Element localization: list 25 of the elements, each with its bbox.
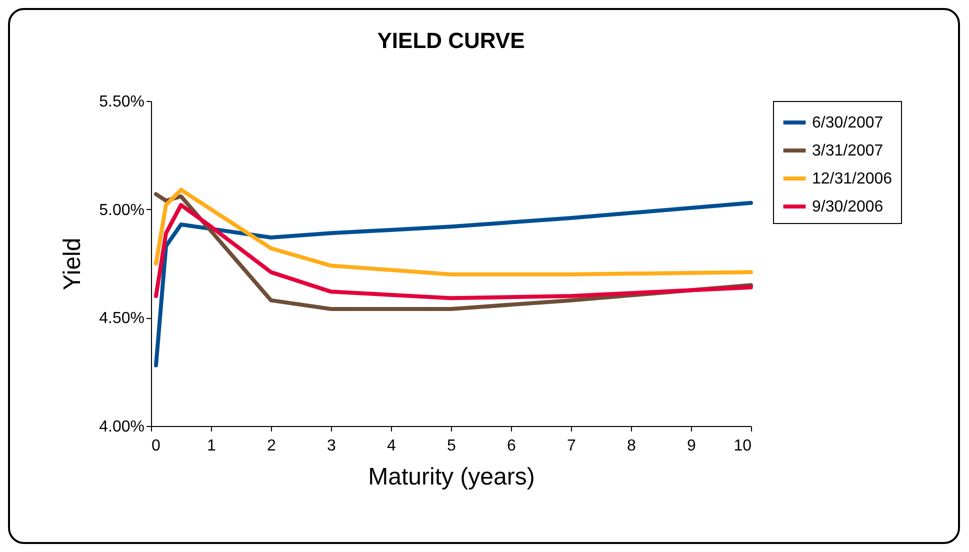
legend-label: 3/31/2007 — [812, 142, 884, 160]
x-tick-label: 4 — [387, 438, 396, 454]
legend-label: 9/30/2006 — [812, 198, 884, 216]
x-tick-label: 10 — [734, 438, 752, 454]
x-tick-label: 5 — [447, 438, 456, 454]
y-tick-label: 4.00% — [99, 418, 144, 436]
legend-label: 12/31/2006 — [812, 170, 892, 188]
x-axis-title: Maturity (years) — [368, 464, 535, 490]
line-series — [154, 203, 753, 300]
line-series — [154, 188, 753, 276]
y-tick-label: 5.00% — [99, 202, 144, 219]
y-tick-label: 5.50% — [99, 94, 144, 110]
x-tick-label: 1 — [207, 438, 216, 454]
chart-title: YIELD CURVE — [377, 28, 525, 53]
x-tick-label: 8 — [627, 438, 636, 454]
y-tick-label: 4.50% — [99, 310, 144, 328]
line-series — [154, 200, 753, 368]
x-tick-label: 6 — [507, 438, 516, 454]
x-tick-label: 2 — [267, 438, 276, 454]
x-tick-label: 0 — [152, 438, 160, 454]
x-tick-label: 3 — [327, 438, 336, 454]
x-tick-label: 9 — [687, 438, 696, 454]
y-axis-title: Yield — [59, 238, 86, 290]
x-tick-label: 7 — [567, 438, 576, 454]
legend-label: 6/30/2007 — [812, 114, 884, 132]
